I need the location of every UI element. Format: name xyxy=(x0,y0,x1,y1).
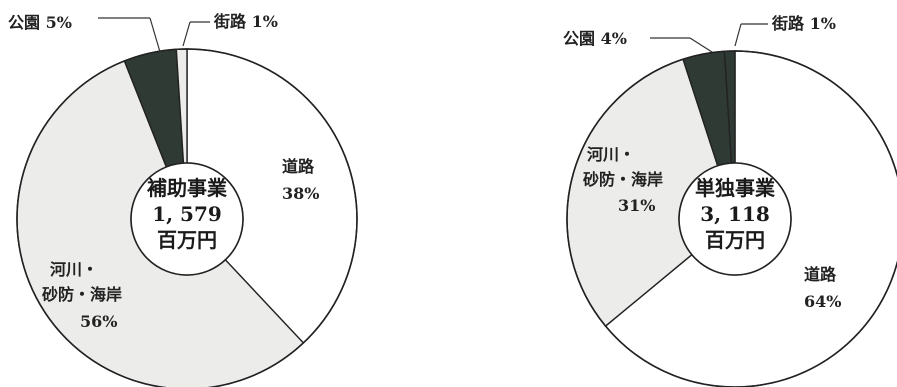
left-river-pct: 56% xyxy=(80,312,117,331)
right-road-pct: 64% xyxy=(804,292,841,311)
right-road-name: 道路 xyxy=(804,265,837,284)
right-park-label: 公園 4% xyxy=(563,29,627,48)
left-road-pct: 38% xyxy=(282,184,319,203)
right-river-name-2: 砂防・海岸 xyxy=(583,170,663,189)
left-street-label: 街路 1% xyxy=(213,12,278,31)
right-center-label-1: 3, 118 xyxy=(700,202,770,226)
right-river-pct: 31% xyxy=(618,196,655,215)
left-road-name: 道路 xyxy=(282,157,315,176)
leader-line-right-park-diag xyxy=(689,37,713,53)
left-river-name-2: 砂防・海岸 xyxy=(42,285,122,304)
right-center-label-0: 単独事業 xyxy=(695,176,776,200)
left-center-label-1: 1, 579 xyxy=(152,202,222,226)
leader-line-left-street xyxy=(182,21,191,47)
left-river-name-1: 河川・ xyxy=(50,260,98,279)
left-outer-ring xyxy=(16,48,358,387)
leader-line-right-street xyxy=(734,23,742,47)
leader-lines xyxy=(98,17,768,53)
right-center-label-2: 百万円 xyxy=(705,228,765,252)
right-outer-ring xyxy=(566,50,897,387)
left-center-label-0: 補助事業 xyxy=(146,176,228,200)
right-street-label: 街路 1% xyxy=(771,14,836,33)
leader-line-left-park-diag xyxy=(149,17,161,53)
right-river-name-1: 河川・ xyxy=(587,145,635,164)
left-center-label-2: 百万円 xyxy=(157,228,217,252)
right-center-circle xyxy=(678,162,792,276)
left-center-circle xyxy=(130,162,244,276)
left-park-label: 公園 5% xyxy=(8,13,72,32)
